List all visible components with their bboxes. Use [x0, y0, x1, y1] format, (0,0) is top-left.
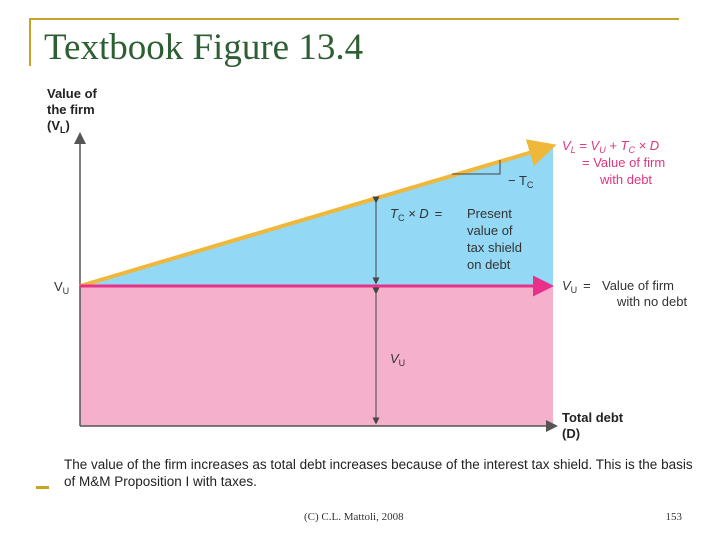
vu-region — [80, 286, 553, 426]
unlevered-line-description: Value of firm with no debt — [602, 278, 687, 309]
page-number: 153 — [665, 511, 683, 523]
tax-shield-description: Present value of tax shield on debt — [467, 206, 526, 272]
footer-credit: (C) C.L. Mattoli, 2008 — [304, 511, 404, 523]
y-axis-label: Value of the firm (VL) — [47, 86, 100, 135]
slope-label: − TC — [508, 173, 534, 190]
title-accent-horizontal — [29, 18, 679, 20]
vu-region-label: VU — [390, 351, 405, 368]
bullet-dash — [36, 486, 49, 489]
levered-line-formula: VL = VU + TC × D — [562, 138, 659, 155]
tax-shield-formula: TC × D = — [390, 206, 442, 223]
title-accent-vertical — [29, 18, 31, 66]
levered-line-description: = Value of firm with debt — [582, 155, 669, 187]
vu-axis-tick-label: VU — [54, 279, 69, 296]
unlevered-line-formula: VU = — [562, 278, 591, 295]
slide-title: Textbook Figure 13.4 — [44, 27, 364, 68]
figure-caption: The value of the firm increases as total… — [64, 457, 693, 489]
slope-bracket — [452, 160, 501, 175]
x-axis-label: Total debt (D) — [562, 410, 627, 441]
levered-value-line — [79, 139, 557, 288]
